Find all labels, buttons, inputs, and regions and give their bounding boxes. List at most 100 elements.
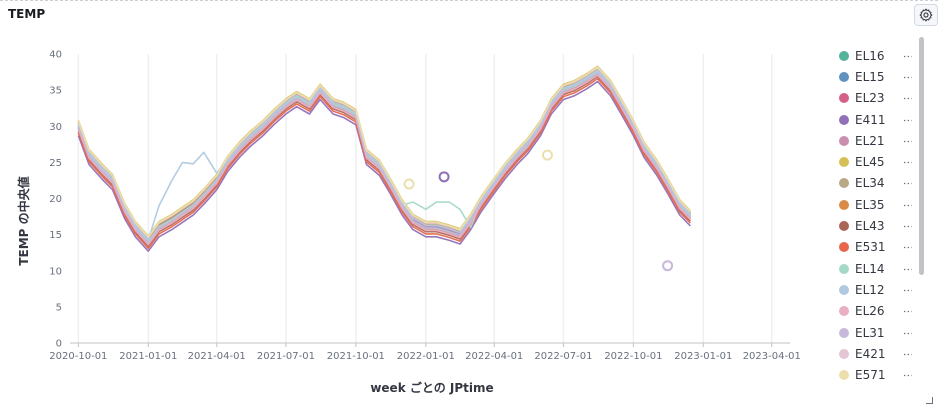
- legend-label: EL45: [855, 155, 885, 170]
- legend-color-dot: [839, 306, 849, 317]
- legend-item[interactable]: E571 ⋮: [832, 364, 912, 385]
- outlier-point[interactable]: [662, 260, 674, 272]
- legend-item[interactable]: EL43 ⋮: [832, 215, 912, 236]
- legend-actions-icon[interactable]: ⋮: [902, 284, 912, 295]
- legend-color-dot: [839, 242, 849, 253]
- y-tick-label: 25: [49, 158, 62, 169]
- legend-label: EL15: [855, 69, 885, 84]
- resize-handle[interactable]: [926, 397, 933, 404]
- legend-actions-icon[interactable]: ⋮: [902, 135, 912, 146]
- series-line-el35[interactable]: [77, 67, 691, 239]
- legend-item[interactable]: E531 ⋮: [832, 237, 912, 258]
- x-tick-label: 2021-01-01: [119, 351, 177, 362]
- legend-label: E421: [855, 346, 886, 361]
- x-tick-label: 2022-07-01: [534, 351, 592, 362]
- legend-color-dot: [839, 93, 849, 104]
- legend-item[interactable]: EL34 ⋮: [832, 173, 912, 194]
- y-tick-label: 40: [49, 50, 62, 61]
- legend-color-dot: [839, 114, 849, 125]
- legend-actions-icon[interactable]: ⋮: [902, 263, 912, 274]
- legend-item[interactable]: EL21 ⋮: [832, 130, 912, 151]
- series-line-el12[interactable]: [77, 69, 691, 241]
- x-tick-label: 2022-04-01: [465, 351, 523, 362]
- y-axis-ticks: 0 5 10 15 20 25 30 35 40: [49, 50, 62, 350]
- legend-label: E571: [855, 368, 886, 383]
- legend-label: EL23: [855, 91, 885, 106]
- legend-item[interactable]: EL14 ⋮: [832, 258, 912, 279]
- legend-actions-icon[interactable]: ⋮: [902, 370, 912, 381]
- y-tick-label: 20: [49, 194, 62, 205]
- legend-actions-icon[interactable]: ⋮: [902, 93, 912, 104]
- legend-color-dot: [839, 71, 849, 82]
- x-tick-label: 2022-01-01: [397, 351, 455, 362]
- line-chart: 2020-10-01 2021-01-01 2021-04-01 2021-07-01…: [16, 50, 801, 396]
- legend-color-dot: [839, 263, 849, 274]
- legend-item[interactable]: EL16 ⋮: [832, 45, 912, 66]
- y-tick-label: 15: [49, 230, 62, 241]
- chart-grid: [77, 54, 773, 343]
- x-tick-label: 2023-04-01: [743, 351, 801, 362]
- legend-label: EL16: [855, 48, 885, 63]
- x-axis-ticks: 2020-10-01 2021-01-01 2021-04-01 2021-07-01…: [49, 343, 801, 362]
- legend-item[interactable]: EL45 ⋮: [832, 151, 912, 172]
- x-axis-title: week ごとの JPtime: [370, 380, 493, 395]
- settings-button[interactable]: [914, 4, 938, 26]
- series-line-e571[interactable]: [77, 66, 691, 238]
- outlier-point[interactable]: [541, 149, 553, 161]
- y-tick-label: 10: [49, 266, 62, 277]
- series-line-el31[interactable]: [77, 72, 691, 244]
- legend-label: E411: [855, 112, 886, 127]
- legend-actions-icon[interactable]: ⋮: [902, 114, 912, 125]
- series-line-el26[interactable]: [77, 74, 691, 246]
- y-tick-label: 30: [49, 122, 62, 133]
- legend-actions-icon[interactable]: ⋮: [902, 199, 912, 210]
- legend-color-dot: [839, 221, 849, 232]
- legend-label: EL26: [855, 304, 885, 319]
- series-line-el16[interactable]: [77, 68, 691, 240]
- legend-actions-icon[interactable]: ⋮: [902, 327, 912, 338]
- legend-color-dot: [839, 178, 849, 189]
- y-tick-label: 35: [49, 86, 62, 97]
- series-layer: [77, 65, 691, 252]
- legend-item[interactable]: EL31 ⋮: [832, 322, 912, 343]
- legend-label: EL31: [855, 325, 885, 340]
- outlier-point[interactable]: [438, 171, 450, 183]
- legend-actions-icon[interactable]: ⋮: [902, 242, 912, 253]
- x-tick-label: 2023-01-01: [674, 351, 732, 362]
- legend-scrollbar[interactable]: [919, 37, 924, 275]
- legend-item[interactable]: E421 ⋮: [832, 343, 912, 364]
- legend-actions-icon[interactable]: ⋮: [902, 157, 912, 168]
- legend-item[interactable]: EL26 ⋮: [832, 301, 912, 322]
- legend-label: EL35: [855, 197, 885, 212]
- legend-label: EL14: [855, 261, 885, 276]
- legend-item[interactable]: EL35 ⋮: [832, 194, 912, 215]
- legend-color-dot: [839, 157, 849, 168]
- series-line-e531[interactable]: [77, 77, 691, 250]
- legend-label: E531: [855, 240, 886, 255]
- legend-item[interactable]: EL23 ⋮: [832, 88, 912, 109]
- legend-actions-icon[interactable]: ⋮: [902, 348, 912, 359]
- series-line-e411[interactable]: [77, 80, 691, 252]
- legend-item[interactable]: E411 ⋮: [832, 109, 912, 130]
- series-line-el45[interactable]: [77, 65, 691, 237]
- legend-item[interactable]: EL15 ⋮: [832, 66, 912, 87]
- legend-actions-icon[interactable]: ⋮: [902, 178, 912, 189]
- outlier-layer: [403, 149, 674, 272]
- legend-item[interactable]: EL12 ⋮: [832, 279, 912, 300]
- y-tick-label: 0: [56, 339, 62, 350]
- legend-label: EL12: [855, 282, 885, 297]
- legend-label: EL21: [855, 133, 885, 148]
- legend-actions-icon[interactable]: ⋮: [902, 50, 912, 61]
- legend-actions-icon[interactable]: ⋮: [902, 306, 912, 317]
- legend-color-dot: [839, 135, 849, 146]
- legend-actions-icon[interactable]: ⋮: [902, 221, 912, 232]
- legend-color-dot: [839, 50, 849, 61]
- chart-legend: EL16 ⋮ EL15 ⋮ EL23 ⋮ E411 ⋮ EL21 ⋮ EL45 ⋮ EL34 ⋮ EL35 ⋮…: [832, 45, 912, 409]
- legend-actions-icon[interactable]: ⋮: [902, 71, 912, 82]
- legend-color-dot: [839, 199, 849, 210]
- outlier-point[interactable]: [403, 178, 415, 190]
- x-tick-label: 2021-04-01: [188, 351, 246, 362]
- x-tick-label: 2020-10-01: [49, 351, 107, 362]
- series-line-e421[interactable]: [77, 66, 691, 239]
